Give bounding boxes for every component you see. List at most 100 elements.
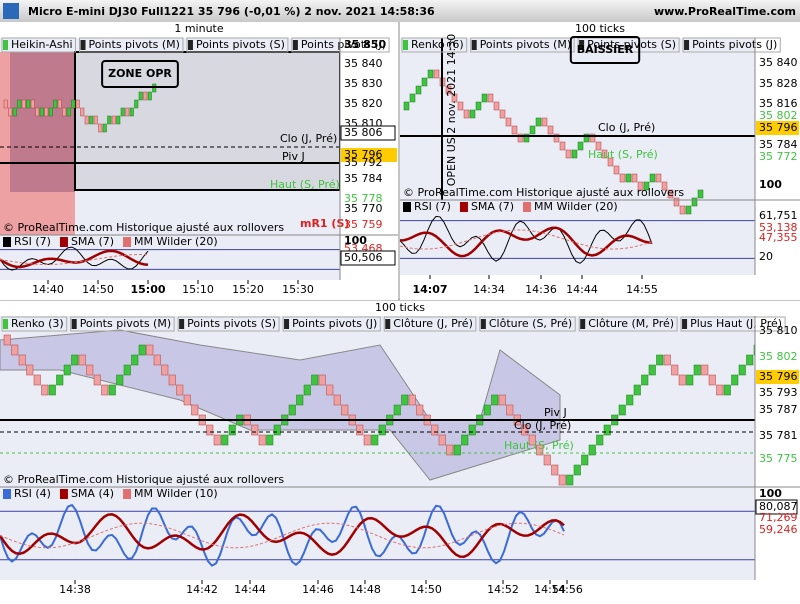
- brick-up: [116, 115, 121, 125]
- price-label: 35 840: [344, 57, 383, 70]
- price-label: 100: [759, 487, 782, 500]
- time-label: 14:40: [32, 283, 64, 296]
- brick-up: [461, 434, 469, 446]
- indicator-legend-item: RSI (7): [14, 235, 51, 248]
- brick-down: [35, 107, 40, 117]
- legend-box: [401, 37, 468, 53]
- legend-swatch: [3, 40, 8, 50]
- legend-swatch: [59, 489, 68, 499]
- pivot-band: [0, 329, 561, 481]
- brick-up: [71, 354, 79, 366]
- legend-swatch: [123, 237, 132, 247]
- brick-up: [401, 394, 409, 406]
- brick-down: [168, 374, 176, 386]
- time-label: 14:42: [186, 583, 218, 596]
- legend-item: Clôture (J, Pré): [393, 317, 473, 330]
- time-label: 14:50: [82, 283, 114, 296]
- brick-up: [129, 107, 134, 117]
- legend-swatch: [59, 237, 68, 247]
- legend-box: [479, 316, 576, 332]
- annotation: Haut (S, Pré): [588, 148, 658, 161]
- time-label: 14:50: [410, 583, 442, 596]
- chart-area: [400, 38, 755, 215]
- brick-up: [421, 77, 428, 87]
- brick-down: [673, 197, 680, 207]
- brick-down: [146, 344, 154, 356]
- brick-up: [685, 205, 692, 215]
- brick-up: [123, 364, 131, 376]
- brick-up: [296, 394, 304, 406]
- annotation: Piv J: [282, 150, 305, 163]
- brick-up: [415, 85, 422, 95]
- brick-down: [701, 364, 709, 376]
- legend-swatch: [403, 40, 408, 50]
- indicator-legend-item: RSI (7): [414, 200, 451, 213]
- brick-down: [528, 434, 536, 446]
- legend-swatch: [523, 202, 532, 212]
- brick-down: [521, 424, 529, 436]
- brick-down: [543, 454, 551, 466]
- price-label: 35 787: [759, 403, 798, 416]
- brick-down: [637, 181, 644, 191]
- legend-swatch: [3, 489, 11, 499]
- brick-down: [3, 99, 8, 109]
- brick-up: [371, 434, 379, 446]
- price-label: 35 820: [344, 97, 383, 110]
- brick-down: [487, 93, 494, 103]
- brick-up: [66, 107, 71, 117]
- legend-swatch: [385, 319, 391, 329]
- brick-down: [161, 364, 169, 376]
- brick-down: [431, 424, 439, 436]
- indicator-line: [0, 249, 149, 269]
- brick-down: [33, 374, 41, 386]
- brick-down: [75, 99, 80, 109]
- brick-up: [523, 133, 530, 143]
- legend-item: Points pivots (J): [301, 38, 386, 51]
- brick-up: [102, 123, 107, 133]
- brick-up: [89, 115, 94, 125]
- brick-down: [21, 99, 26, 109]
- legend-item: Clôture (M, Pré): [588, 317, 674, 330]
- brick-down: [356, 424, 364, 436]
- legend-item: Points pivots (M): [80, 317, 171, 330]
- legend-swatch: [123, 489, 132, 499]
- legend-item: Points pivots (S): [587, 38, 676, 51]
- price-label: 35 759: [344, 218, 383, 231]
- brick-down: [78, 354, 86, 366]
- brick-up: [288, 404, 296, 416]
- opr-zone-fill: [10, 52, 75, 192]
- indicator-legend-item: SMA (7): [71, 235, 114, 248]
- brick-down: [536, 444, 544, 456]
- price-label: 35 770: [344, 202, 383, 215]
- brick-up: [48, 107, 53, 117]
- brick-down: [451, 93, 458, 103]
- brick-down: [613, 165, 620, 175]
- brick-up: [535, 117, 542, 127]
- brick-up: [573, 464, 581, 476]
- time-label: 14:56: [551, 583, 583, 596]
- time-label: 14:34: [473, 283, 505, 296]
- brick-up: [581, 454, 589, 466]
- brick-up: [583, 133, 590, 143]
- indicator-line: [399, 229, 653, 250]
- legend-swatch: [459, 202, 468, 212]
- brick-up: [53, 99, 58, 109]
- brick-up: [693, 364, 701, 376]
- legend-swatch: [292, 40, 298, 50]
- legend-item: Points pivots (J): [692, 38, 777, 51]
- brick-up: [134, 99, 139, 109]
- brick-up: [39, 107, 44, 117]
- time-label: 14:07: [412, 283, 447, 296]
- legend-swatch: [471, 40, 477, 50]
- brick-up: [138, 344, 146, 356]
- brick-down: [541, 117, 548, 127]
- brick-up: [17, 99, 22, 109]
- brick-up: [686, 374, 694, 386]
- brick-up: [475, 101, 482, 111]
- legend-swatch: [684, 40, 690, 50]
- price-label: 53,138: [759, 221, 798, 234]
- annotation: Clo (J, Pré): [280, 132, 337, 145]
- brick-down: [553, 133, 560, 143]
- brick-down: [408, 394, 416, 406]
